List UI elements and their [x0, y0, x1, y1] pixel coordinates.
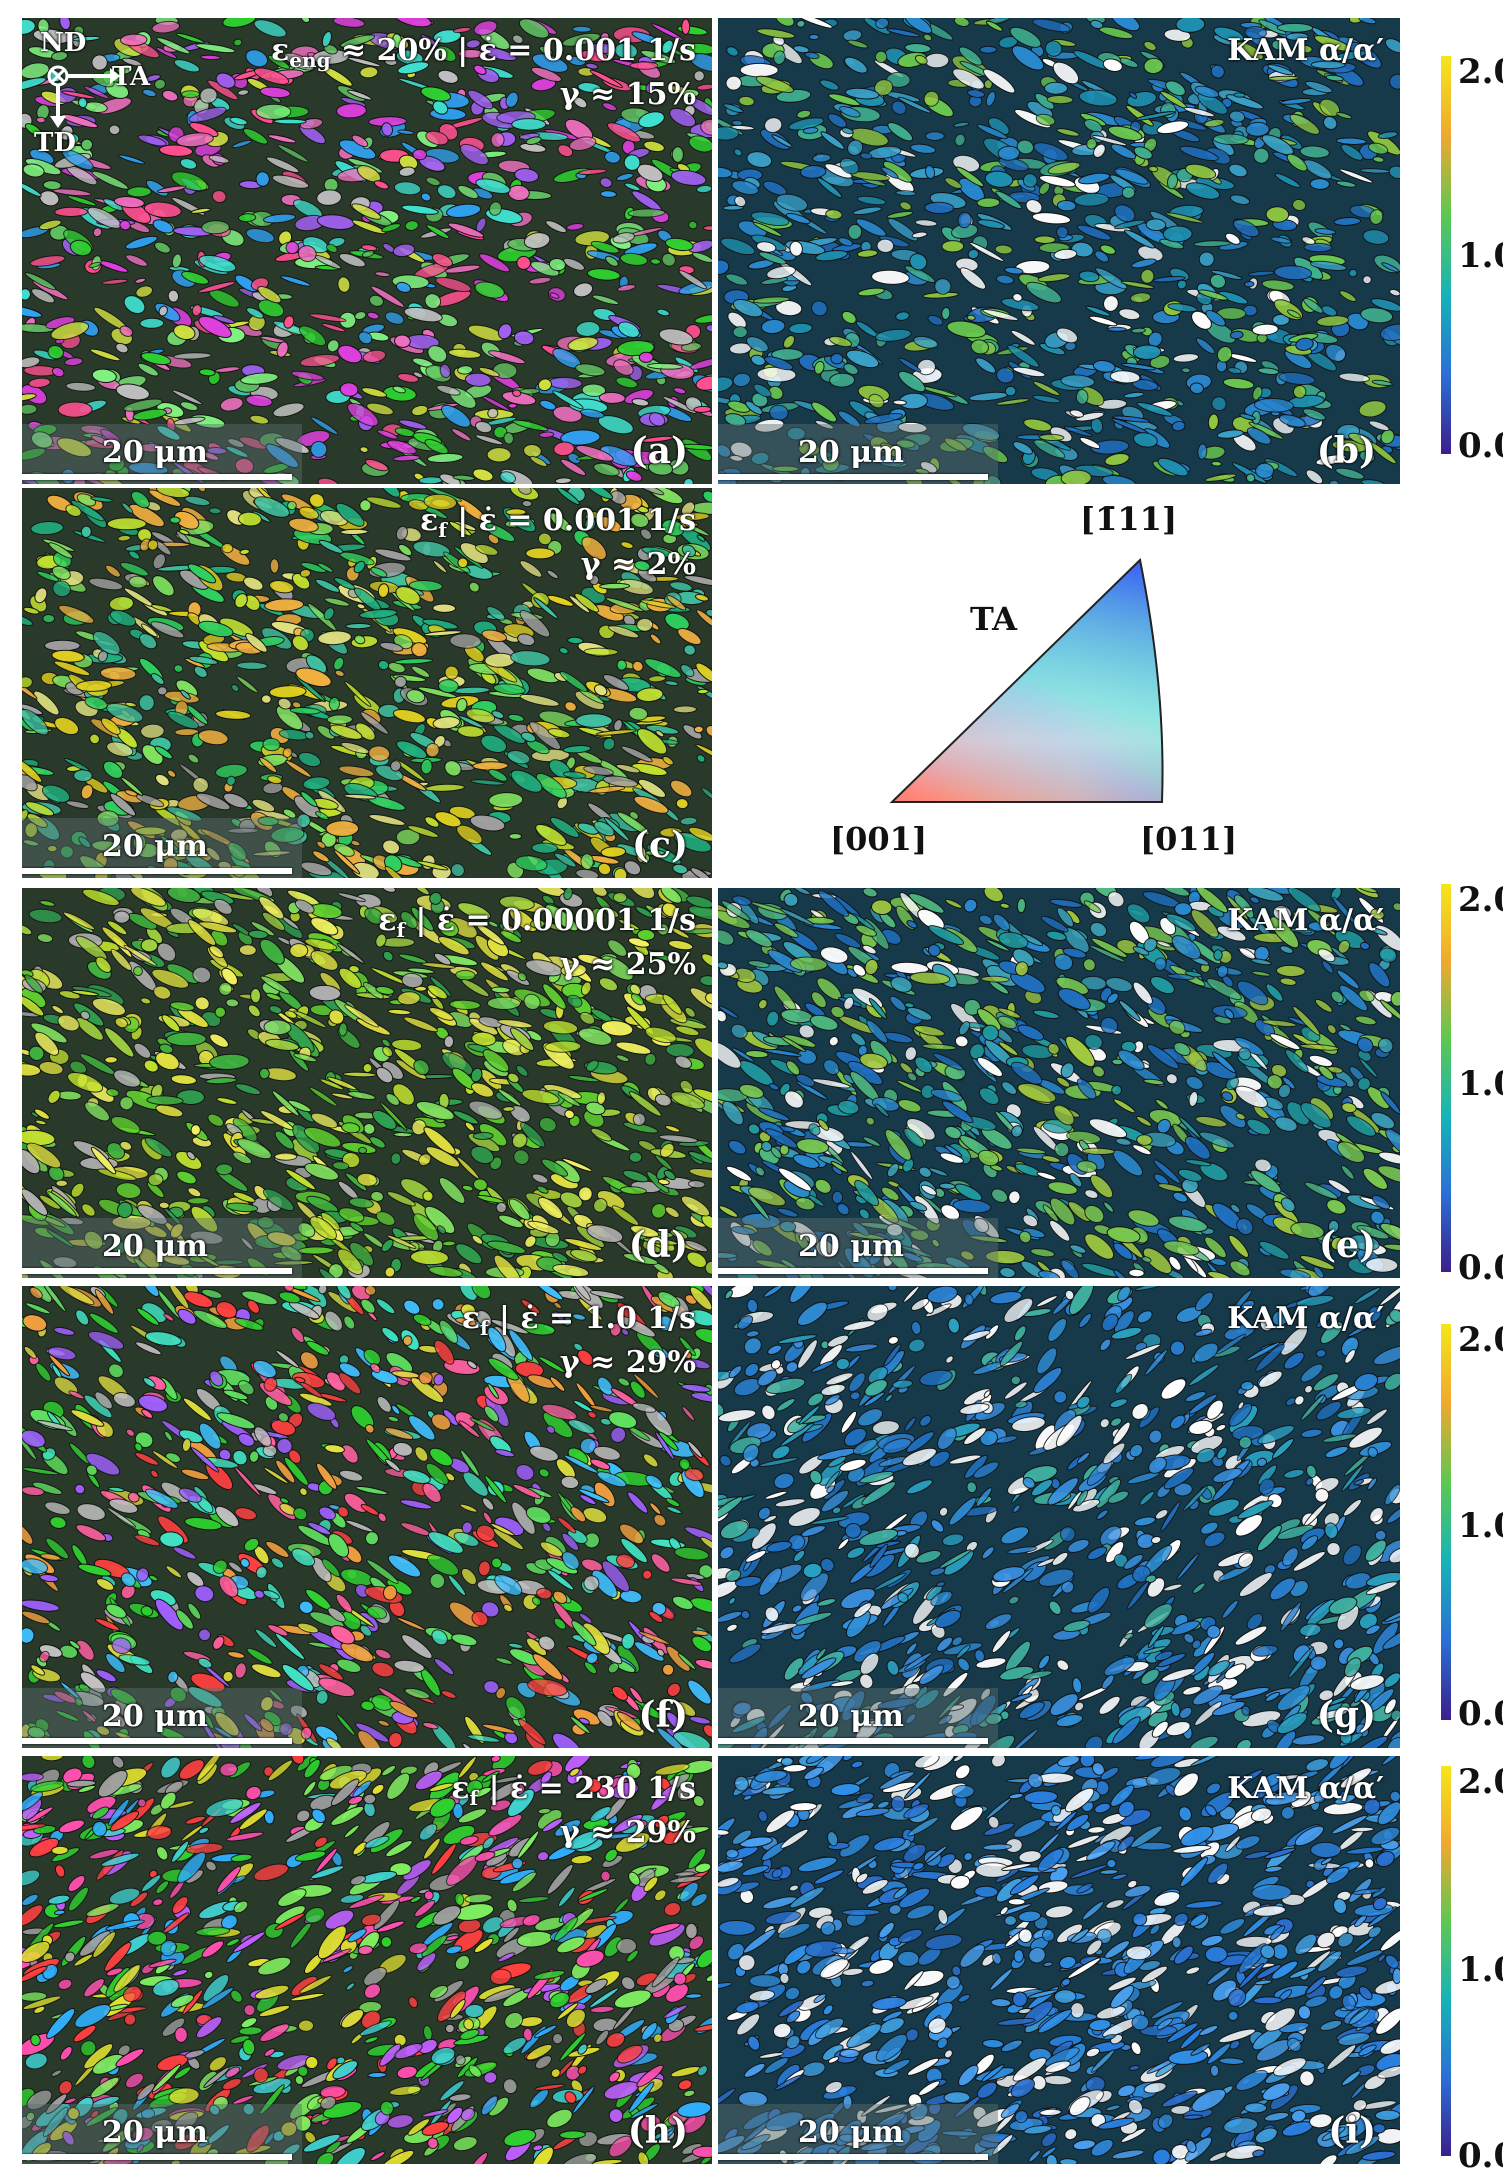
axis-arrows-icon [47, 65, 120, 128]
scale-bar-label: 20 μm [798, 2115, 904, 2150]
panel-c: 20 μm (c) εf | ε̇ = 0.001 1/s γ ≈ 2% [22, 488, 712, 878]
panel-d: 20 μm (d) εf | ε̇ = 0.00001 1/s γ ≈ 25% [22, 888, 712, 1278]
colorbar-4-min: 0.0 [1458, 2136, 1503, 2176]
scale-bar-label: 20 μm [798, 435, 904, 470]
panel-a: 20 μm (a) εeng ≈ 20% | ε̇ = 0.001 1/s γ ≈ 1… [22, 18, 712, 484]
scale-bar-label: 20 μm [102, 829, 208, 864]
panel-label: (b) [1316, 430, 1376, 472]
scale-bar-label: 20 μm [798, 1699, 904, 1734]
panel-condition: εf | ε̇ = 0.00001 1/s [378, 903, 696, 942]
colorbar-1-max: 2.0 [1458, 52, 1503, 92]
colorbar-1-mid: 1.0 [1458, 236, 1503, 276]
scale-bar-label: 20 μm [102, 2115, 208, 2150]
scale-bar [718, 2154, 988, 2160]
panel-condition: KAM α/α′ [1227, 33, 1384, 68]
colorbar-3-max: 2.0 [1458, 1320, 1503, 1360]
kam-colorbar-3 [1441, 1324, 1451, 1720]
panel-condition: εf | ε̇ = 230 1/s [451, 1771, 696, 1810]
colorbar-3-min: 0.0 [1458, 1694, 1503, 1734]
austenite-fraction: γ ≈ 29% [559, 1815, 696, 1850]
kam-colorbar-1 [1441, 56, 1451, 454]
colorbar-1-min: 0.0 [1458, 426, 1503, 466]
austenite-fraction: γ ≈ 2% [580, 547, 696, 582]
micrograph-g [718, 1286, 1400, 1748]
micrograph-h [22, 1756, 712, 2164]
panel-condition: KAM α/α′ [1227, 1771, 1384, 1806]
panel-label: (e) [1319, 1224, 1376, 1266]
scale-bar-label: 20 μm [102, 1699, 208, 1734]
panel-h: 20 μm (h) εf | ε̇ = 230 1/s γ ≈ 29% [22, 1756, 712, 2164]
austenite-fraction: γ ≈ 29% [559, 1345, 696, 1380]
scale-bar-label: 20 μm [798, 1229, 904, 1264]
scale-bar [22, 2154, 292, 2160]
colorbar-4-mid: 1.0 [1458, 1950, 1503, 1990]
colorbar-3-mid: 1.0 [1458, 1506, 1503, 1546]
scale-bar [22, 1268, 292, 1274]
axis-nd: ND [40, 28, 87, 58]
colorbar-2-max: 2.0 [1458, 880, 1503, 920]
panel-f: 20 μm (f) εf | ε̇ = 1.0 1/s γ ≈ 29% [22, 1286, 712, 1748]
micrograph-e [718, 888, 1400, 1278]
panel-i: 20 μm (i) KAM α/α′ [718, 1756, 1400, 2164]
panel-label: (i) [1328, 2110, 1376, 2152]
ipf-triangle [889, 557, 1164, 803]
kam-colorbar-2 [1441, 884, 1451, 1272]
scale-bar [22, 474, 292, 480]
scale-bar [22, 1738, 292, 1744]
scale-bar [22, 868, 292, 874]
micrograph-d [22, 888, 712, 1278]
panel-condition: KAM α/α′ [1227, 903, 1384, 938]
ipf-left-label: [001] [830, 820, 928, 858]
ipf-top-label: [1̄11] [1080, 500, 1178, 538]
micrograph-i [718, 1756, 1400, 2164]
micrograph-a [22, 18, 712, 484]
panel-e: 20 μm (e) KAM α/α′ [718, 888, 1400, 1278]
panel-condition: KAM α/α′ [1227, 1301, 1384, 1336]
scale-bar [718, 1268, 988, 1274]
panel-label: (d) [628, 1224, 688, 1266]
colorbar-4-max: 2.0 [1458, 1762, 1503, 1802]
ipf-right-label: [011] [1140, 820, 1238, 858]
scale-bar [718, 474, 988, 480]
panel-label: (a) [630, 430, 688, 472]
colorbar-2-mid: 1.0 [1458, 1064, 1503, 1104]
micrograph-f [22, 1286, 712, 1748]
micrograph-b [718, 18, 1400, 484]
austenite-fraction: γ ≈ 15% [559, 77, 696, 112]
kam-colorbar-4 [1441, 1766, 1451, 2156]
axis-td: TD [34, 128, 76, 158]
scale-bar-label: 20 μm [102, 1229, 208, 1264]
panel-label: (f) [638, 1694, 688, 1736]
panel-condition: εf | ε̇ = 1.0 1/s [461, 1301, 696, 1340]
panel-label: (c) [632, 824, 688, 866]
scale-bar [718, 1738, 988, 1744]
panel-b: 20 μm (b) KAM α/α′ [718, 18, 1400, 484]
austenite-fraction: γ ≈ 25% [559, 947, 696, 982]
ipf-title: TA [970, 600, 1017, 638]
panel-label: (h) [627, 2110, 688, 2152]
micrograph-c [22, 488, 712, 878]
panel-condition: εf | ε̇ = 0.001 1/s [419, 503, 696, 542]
panel-g: 20 μm (g) KAM α/α′ [718, 1286, 1400, 1748]
panel-condition: εeng ≈ 20% | ε̇ = 0.001 1/s [271, 33, 696, 72]
scale-bar-label: 20 μm [102, 435, 208, 470]
panel-label: (g) [1316, 1694, 1376, 1736]
ipf-key: [1̄11] TA [001] [011] [830, 500, 1280, 870]
colorbar-2-min: 0.0 [1458, 1248, 1503, 1288]
